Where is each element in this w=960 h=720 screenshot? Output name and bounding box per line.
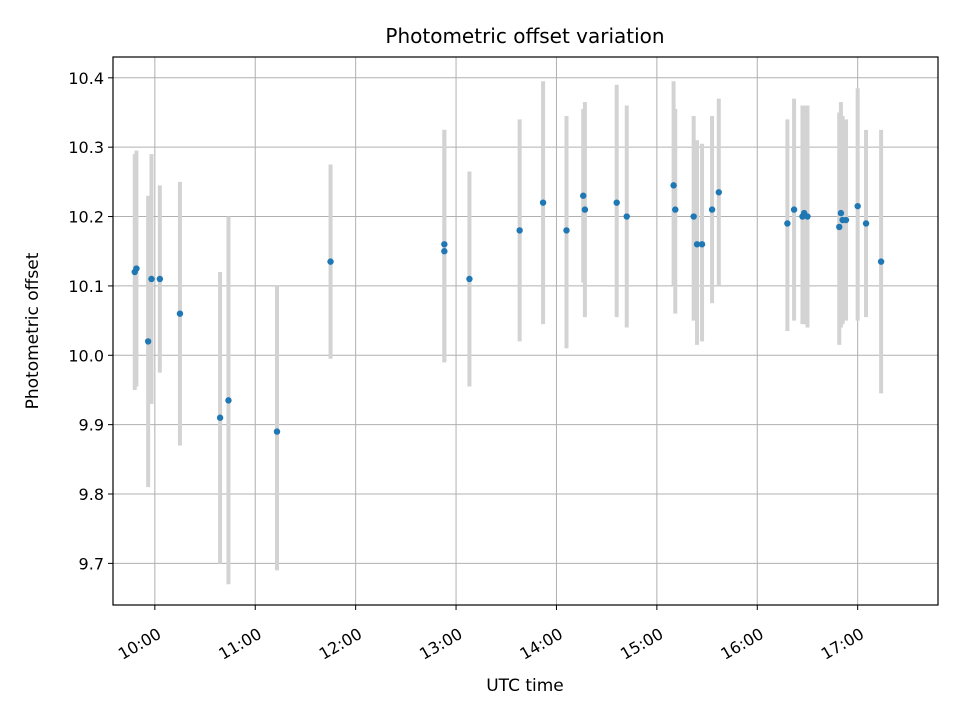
y-tick-label: 9.9 xyxy=(79,416,104,435)
data-point xyxy=(148,275,155,283)
data-point xyxy=(623,213,630,220)
data-point xyxy=(837,209,845,217)
data-point xyxy=(539,199,547,206)
data-point xyxy=(842,216,850,224)
data-point xyxy=(466,275,473,283)
y-tick-label: 10.1 xyxy=(68,277,104,296)
y-axis-label: Photometric offset xyxy=(23,252,43,409)
data-point xyxy=(581,206,589,213)
data-point xyxy=(273,428,281,435)
y-tick-label: 10.0 xyxy=(68,346,104,365)
data-point xyxy=(715,189,722,196)
data-point xyxy=(670,182,677,189)
y-tick-label: 9.8 xyxy=(79,485,104,504)
data-points xyxy=(131,182,885,435)
data-point xyxy=(784,220,791,227)
data-point xyxy=(216,414,224,421)
data-point xyxy=(672,206,679,213)
data-point xyxy=(790,206,798,213)
data-point xyxy=(327,258,334,265)
data-point xyxy=(563,227,570,234)
data-point xyxy=(862,220,870,227)
data-point xyxy=(854,202,861,210)
y-tick-label: 9.7 xyxy=(79,554,104,573)
data-point xyxy=(877,258,885,265)
data-point xyxy=(836,223,843,231)
y-tick-label: 10.2 xyxy=(68,208,104,227)
chart-title: Photometric offset variation xyxy=(385,24,664,48)
data-point xyxy=(708,206,716,213)
data-point xyxy=(156,275,164,283)
plot-frame xyxy=(112,56,939,606)
data-point xyxy=(144,338,152,345)
y-axis-ticks: 9.7 9.8 9.9 10.0 10.1 10.2 10.3 10.4 xyxy=(68,69,113,573)
data-point xyxy=(133,265,140,272)
data-point xyxy=(225,397,232,404)
x-axis-label: UTC time xyxy=(486,676,564,696)
y-tick-label: 10.3 xyxy=(68,138,104,157)
data-point xyxy=(698,241,706,248)
data-point xyxy=(516,227,523,234)
data-point xyxy=(580,192,587,199)
data-point xyxy=(690,213,697,220)
data-point xyxy=(613,199,620,206)
data-point xyxy=(176,310,184,317)
data-point xyxy=(441,248,448,255)
data-point xyxy=(441,241,448,248)
data-point xyxy=(693,241,701,248)
data-point xyxy=(804,213,811,220)
y-tick-label: 10.4 xyxy=(68,69,104,88)
